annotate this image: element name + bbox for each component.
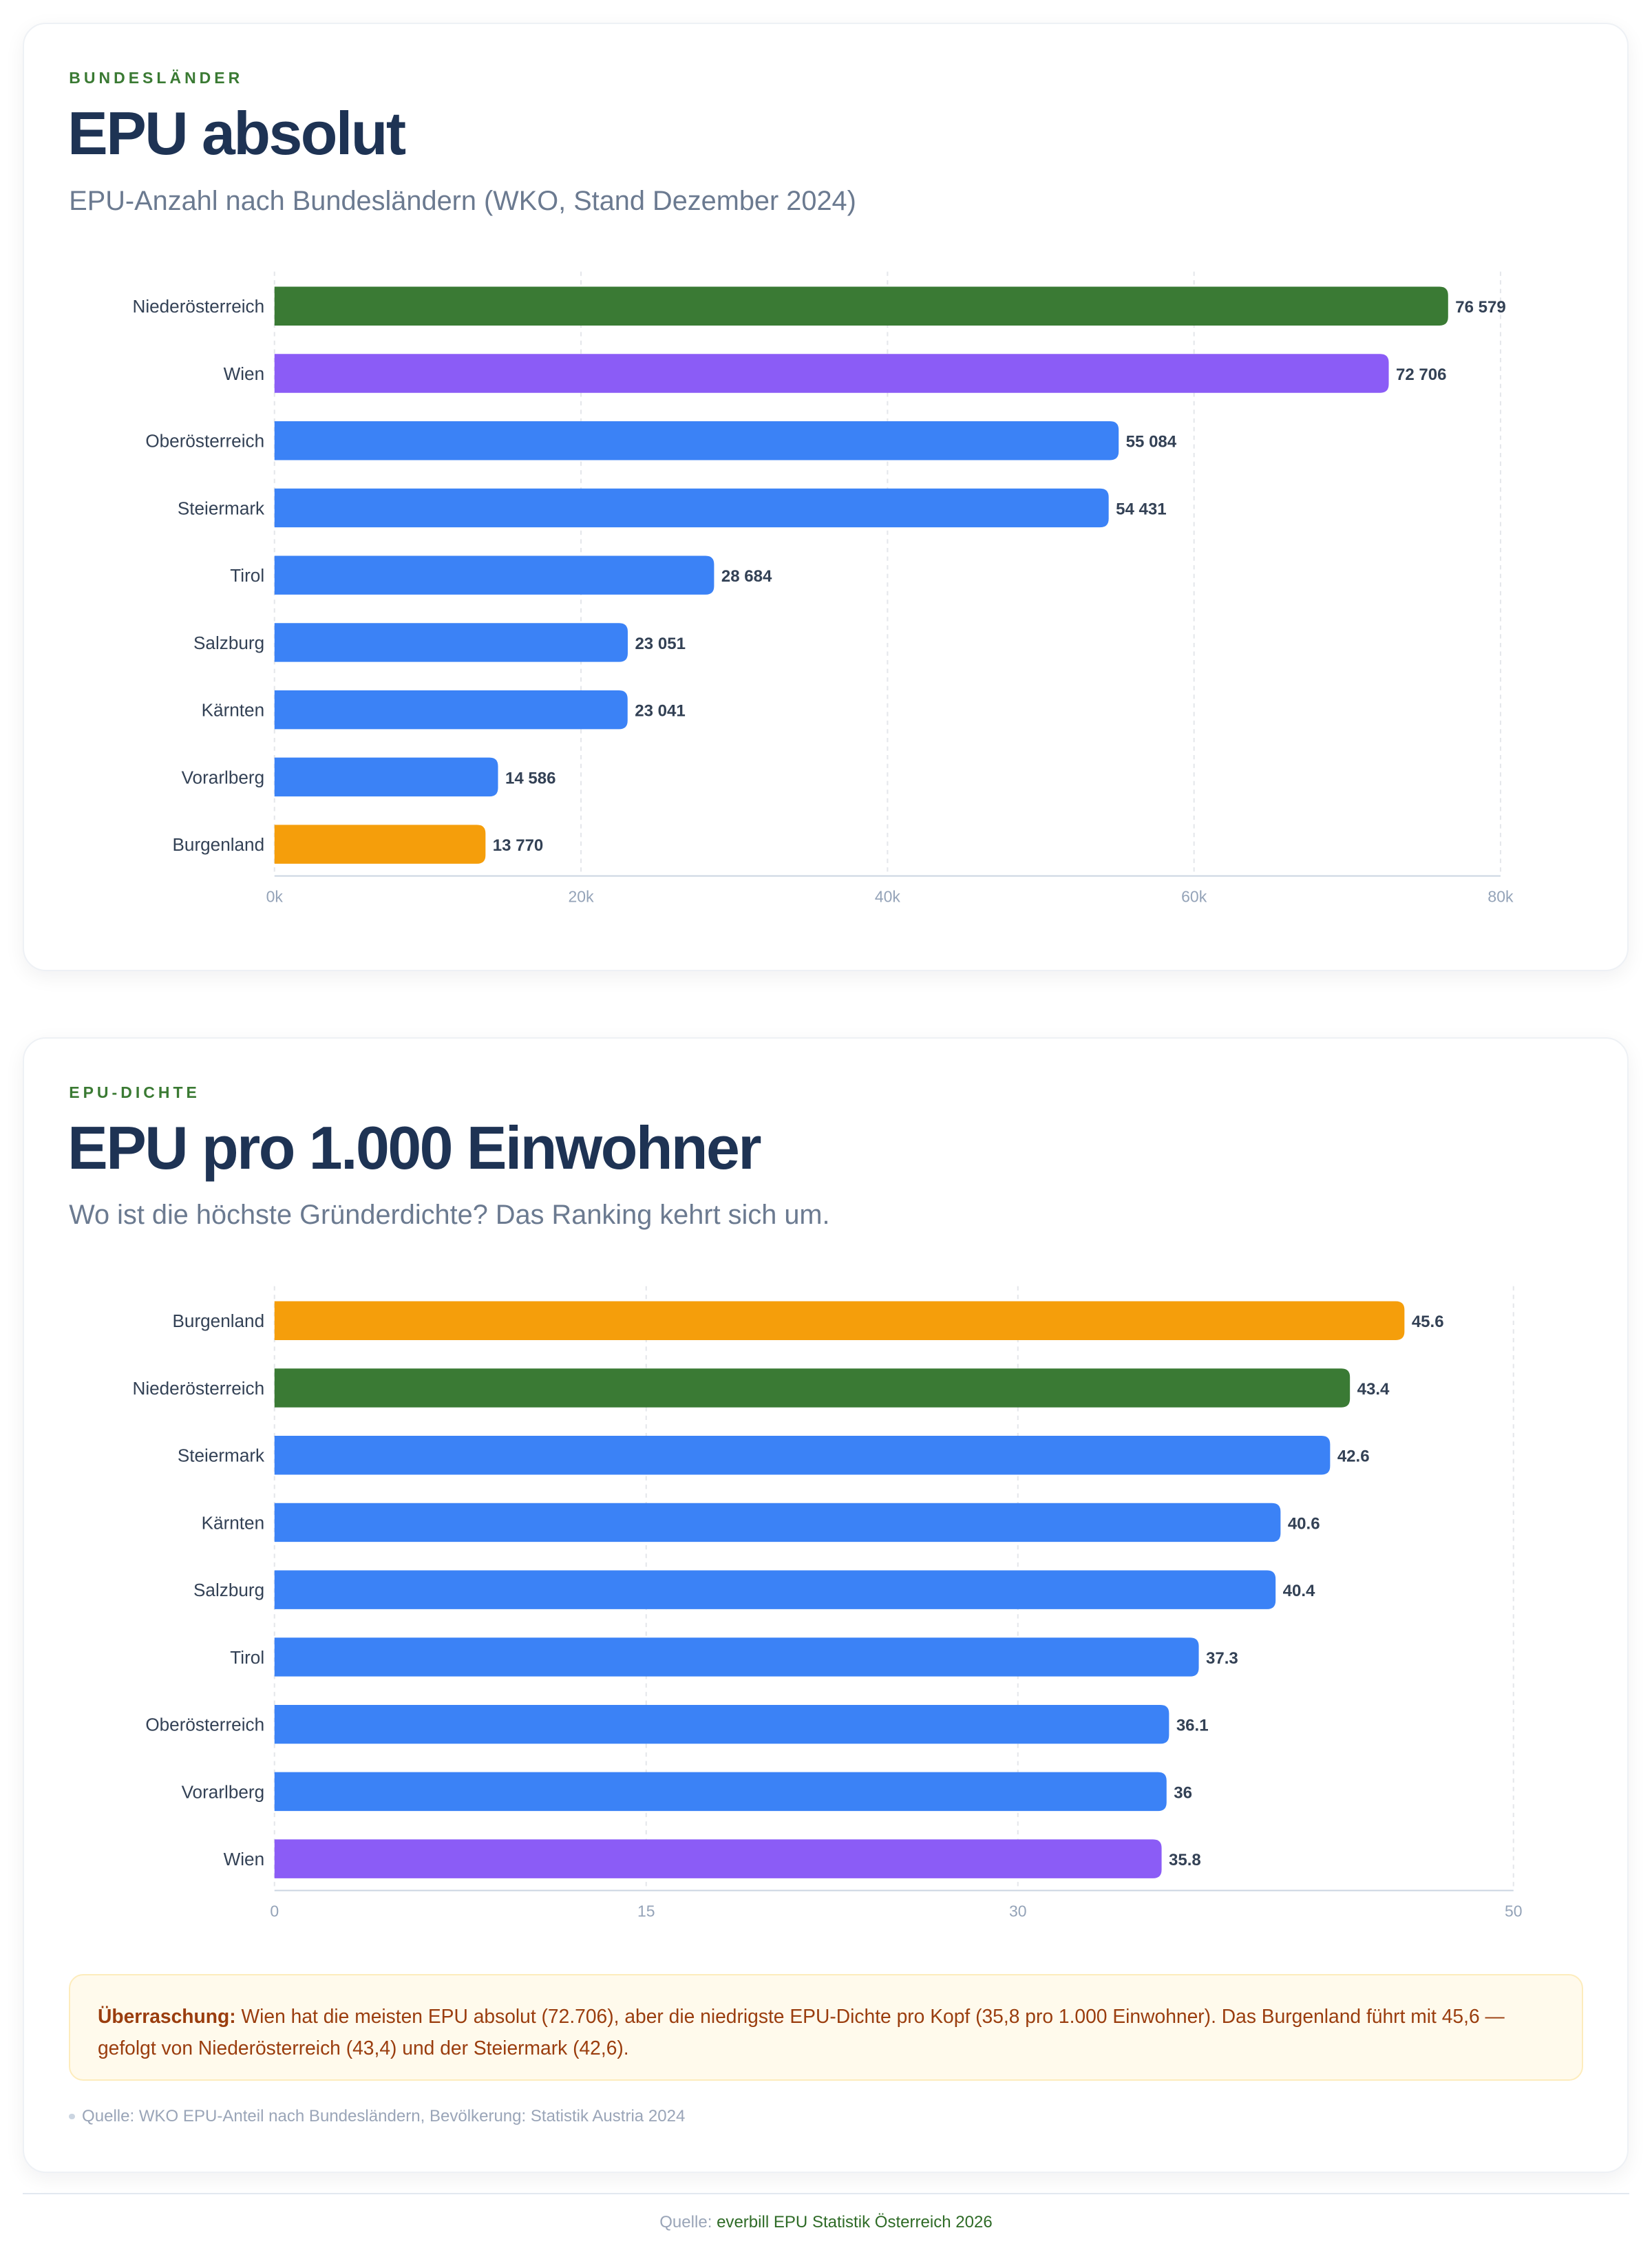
category-label: Wien: [224, 1849, 265, 1869]
value-label: 23 051: [635, 635, 686, 653]
value-label: 42.6: [1337, 1447, 1370, 1466]
bar-tirol: [275, 555, 714, 595]
value-label: 36.1: [1176, 1717, 1209, 1735]
bar-niederösterreich: [275, 286, 1449, 326]
bar-salzburg: [275, 623, 628, 663]
footer-divider: [23, 2193, 1629, 2195]
x-tick-label: 80k: [1488, 888, 1514, 906]
bar-burgenland: [275, 1301, 1405, 1341]
footer-prefix: Quelle:: [659, 2213, 717, 2232]
note-bold: Überraschung:: [97, 2004, 236, 2027]
category-label: Burgenland: [173, 834, 265, 855]
value-label: 76 579: [1456, 299, 1507, 317]
x-tick-label: 30: [1009, 1902, 1027, 1920]
bar-oberösterreich: [275, 421, 1119, 460]
category-label: Steiermark: [178, 498, 265, 519]
value-label: 55 084: [1126, 433, 1177, 452]
section-eyebrow: BUNDESLÄNDER: [69, 69, 244, 87]
category-label: Vorarlberg: [182, 1782, 265, 1803]
bar-steiermark: [275, 489, 1110, 528]
category-label: Wien: [224, 363, 265, 384]
bar-chart-dichte: 0 15 30 50 Burgenland 45.6 Niederösterreich 43.…: [133, 1286, 1523, 1920]
bar-kärnten: [275, 1503, 1281, 1542]
chart-title: EPU pro 1.000 Einwohner: [67, 1114, 761, 1182]
chart-subtitle: Wo ist die höchste Gründerdichte? Das Ra…: [69, 1200, 830, 1231]
value-label: 13 770: [493, 836, 544, 855]
category-label: Salzburg: [193, 1580, 264, 1600]
bar-niederösterreich: [275, 1368, 1351, 1408]
category-label: Kärnten: [202, 700, 265, 721]
footer-link[interactable]: everbill EPU Statistik Österreich 2026: [717, 2213, 993, 2232]
category-label: Burgenland: [173, 1311, 265, 1331]
category-label: Vorarlberg: [182, 767, 265, 788]
bar-oberösterreich: [275, 1705, 1169, 1744]
value-label: 72 706: [1396, 365, 1447, 384]
category-label: Steiermark: [178, 1445, 265, 1466]
x-tick-label: 15: [637, 1902, 655, 1920]
bar-steiermark: [275, 1436, 1331, 1475]
x-tick-label: 20k: [569, 888, 595, 906]
x-tick-label: 50: [1505, 1902, 1523, 1920]
bar-wien: [275, 1839, 1163, 1879]
x-tick-label: 60k: [1182, 888, 1208, 906]
value-label: 40.4: [1283, 1582, 1315, 1600]
category-label: Tirol: [231, 566, 265, 586]
category-label: Oberösterreich: [146, 431, 265, 452]
bar-chart-absolut: 0k 20k 40k 60k 80k Niederösterreich 76 579 Wien…: [133, 272, 1514, 906]
chart-subtitle: EPU-Anzahl nach Bundesländern (WKO, Stan…: [69, 185, 856, 216]
category-label: Tirol: [231, 1647, 265, 1668]
value-label: 23 041: [635, 702, 686, 721]
category-label: Oberösterreich: [146, 1715, 265, 1735]
bar-kärnten: [275, 690, 628, 730]
bullet-dot-icon: [69, 2114, 75, 2120]
value-label: 35.8: [1169, 1851, 1201, 1869]
bar-vorarlberg: [275, 1772, 1167, 1812]
x-tick-label: 0k: [266, 888, 284, 906]
x-tick-label: 40k: [875, 888, 901, 906]
category-label: Salzburg: [193, 633, 264, 653]
source-text: Quelle: WKO EPU-Anteil nach Bundesländer…: [82, 2106, 686, 2125]
section-eyebrow: EPU-DICHTE: [69, 1083, 200, 1102]
chart-title: EPU absolut: [67, 100, 406, 168]
value-label: 54 431: [1116, 500, 1167, 519]
category-label: Kärnten: [202, 1513, 265, 1534]
value-label: 14 586: [505, 770, 556, 788]
note-text: Wien hat die meisten EPU absolut (72.706…: [97, 2004, 1505, 2059]
value-label: 28 684: [721, 568, 772, 586]
category-label: Niederösterreich: [133, 297, 265, 317]
page-footer: Quelle: everbill EPU Statistik Österreic…: [0, 2213, 1652, 2232]
bar-tirol: [275, 1637, 1200, 1677]
value-label: 43.4: [1357, 1380, 1390, 1399]
insight-note: Überraschung: Wien hat die meisten EPU a…: [69, 1974, 1583, 2081]
bar-wien: [275, 354, 1389, 394]
x-tick-label: 0: [271, 1902, 279, 1920]
value-label: 37.3: [1206, 1649, 1238, 1668]
value-label: 40.6: [1288, 1515, 1320, 1534]
card-epu-dichte: EPU-DICHTE EPU pro 1.000 Einwohner Wo is…: [23, 1037, 1629, 2173]
bar-salzburg: [275, 1570, 1276, 1610]
value-label: 36: [1174, 1784, 1193, 1803]
bar-burgenland: [275, 825, 486, 865]
chart-source: Quelle: WKO EPU-Anteil nach Bundesländer…: [69, 2107, 685, 2126]
value-label: 45.6: [1412, 1313, 1444, 1331]
bar-vorarlberg: [275, 758, 498, 797]
card-epu-absolut: BUNDESLÄNDER EPU absolut EPU-Anzahl nach…: [23, 23, 1629, 971]
category-label: Niederösterreich: [133, 1378, 265, 1399]
